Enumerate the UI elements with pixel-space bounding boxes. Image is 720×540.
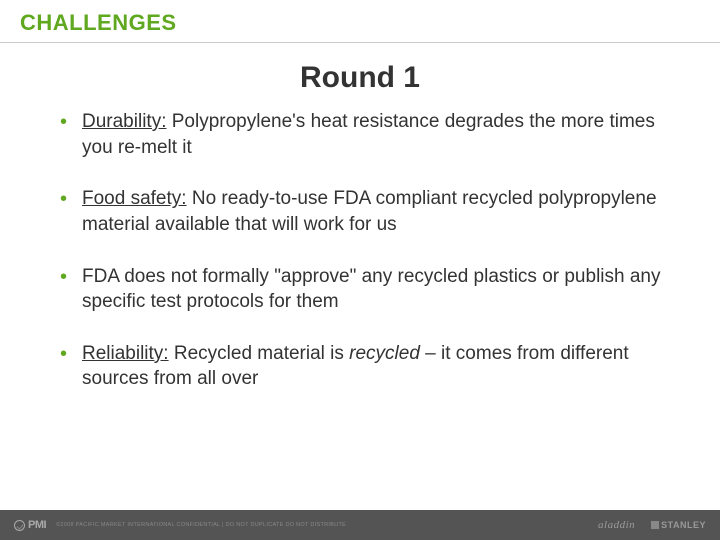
list-item: Food safety: No ready-to-use FDA complia… <box>60 186 670 237</box>
list-item: FDA does not formally "approve" any recy… <box>60 264 670 315</box>
footer-left: PMI ©2008 PACIFIC MARKET INTERNATIONAL C… <box>14 519 346 531</box>
logo-text: PMI <box>28 519 46 531</box>
bullet-text: FDA does not formally "approve" any recy… <box>82 266 661 313</box>
content: Durability: Polypropylene's heat resista… <box>0 109 720 392</box>
bullet-label: Durability: <box>82 111 166 132</box>
bullet-label: Reliability: <box>82 343 169 364</box>
subtitle: Round 1 <box>0 61 720 95</box>
stanley-icon <box>651 521 659 529</box>
divider <box>0 42 720 43</box>
brand-stanley: STANLEY <box>651 520 706 530</box>
page-title: CHALLENGES <box>20 10 700 36</box>
bullet-text: Polypropylene's heat resistance degrades… <box>82 111 655 158</box>
slide: CHALLENGES Round 1 Durability: Polypropy… <box>0 0 720 540</box>
bullet-label: Food safety: <box>82 188 187 209</box>
bullet-list: Durability: Polypropylene's heat resista… <box>60 109 670 392</box>
list-item: Reliability: Recycled material is recycl… <box>60 341 670 392</box>
bullet-text: Recycled material is <box>169 343 350 364</box>
bullet-text-italic: recycled <box>349 343 420 364</box>
stanley-text: STANLEY <box>661 520 706 530</box>
brand-aladdin: aladdin <box>598 519 635 531</box>
header: CHALLENGES <box>0 0 720 40</box>
pmi-logo: PMI <box>14 519 46 531</box>
footer: PMI ©2008 PACIFIC MARKET INTERNATIONAL C… <box>0 510 720 540</box>
footer-copyright: ©2008 PACIFIC MARKET INTERNATIONAL CONFI… <box>56 522 346 528</box>
logo-icon <box>14 520 25 531</box>
list-item: Durability: Polypropylene's heat resista… <box>60 109 670 160</box>
footer-right: aladdin STANLEY <box>598 519 706 531</box>
